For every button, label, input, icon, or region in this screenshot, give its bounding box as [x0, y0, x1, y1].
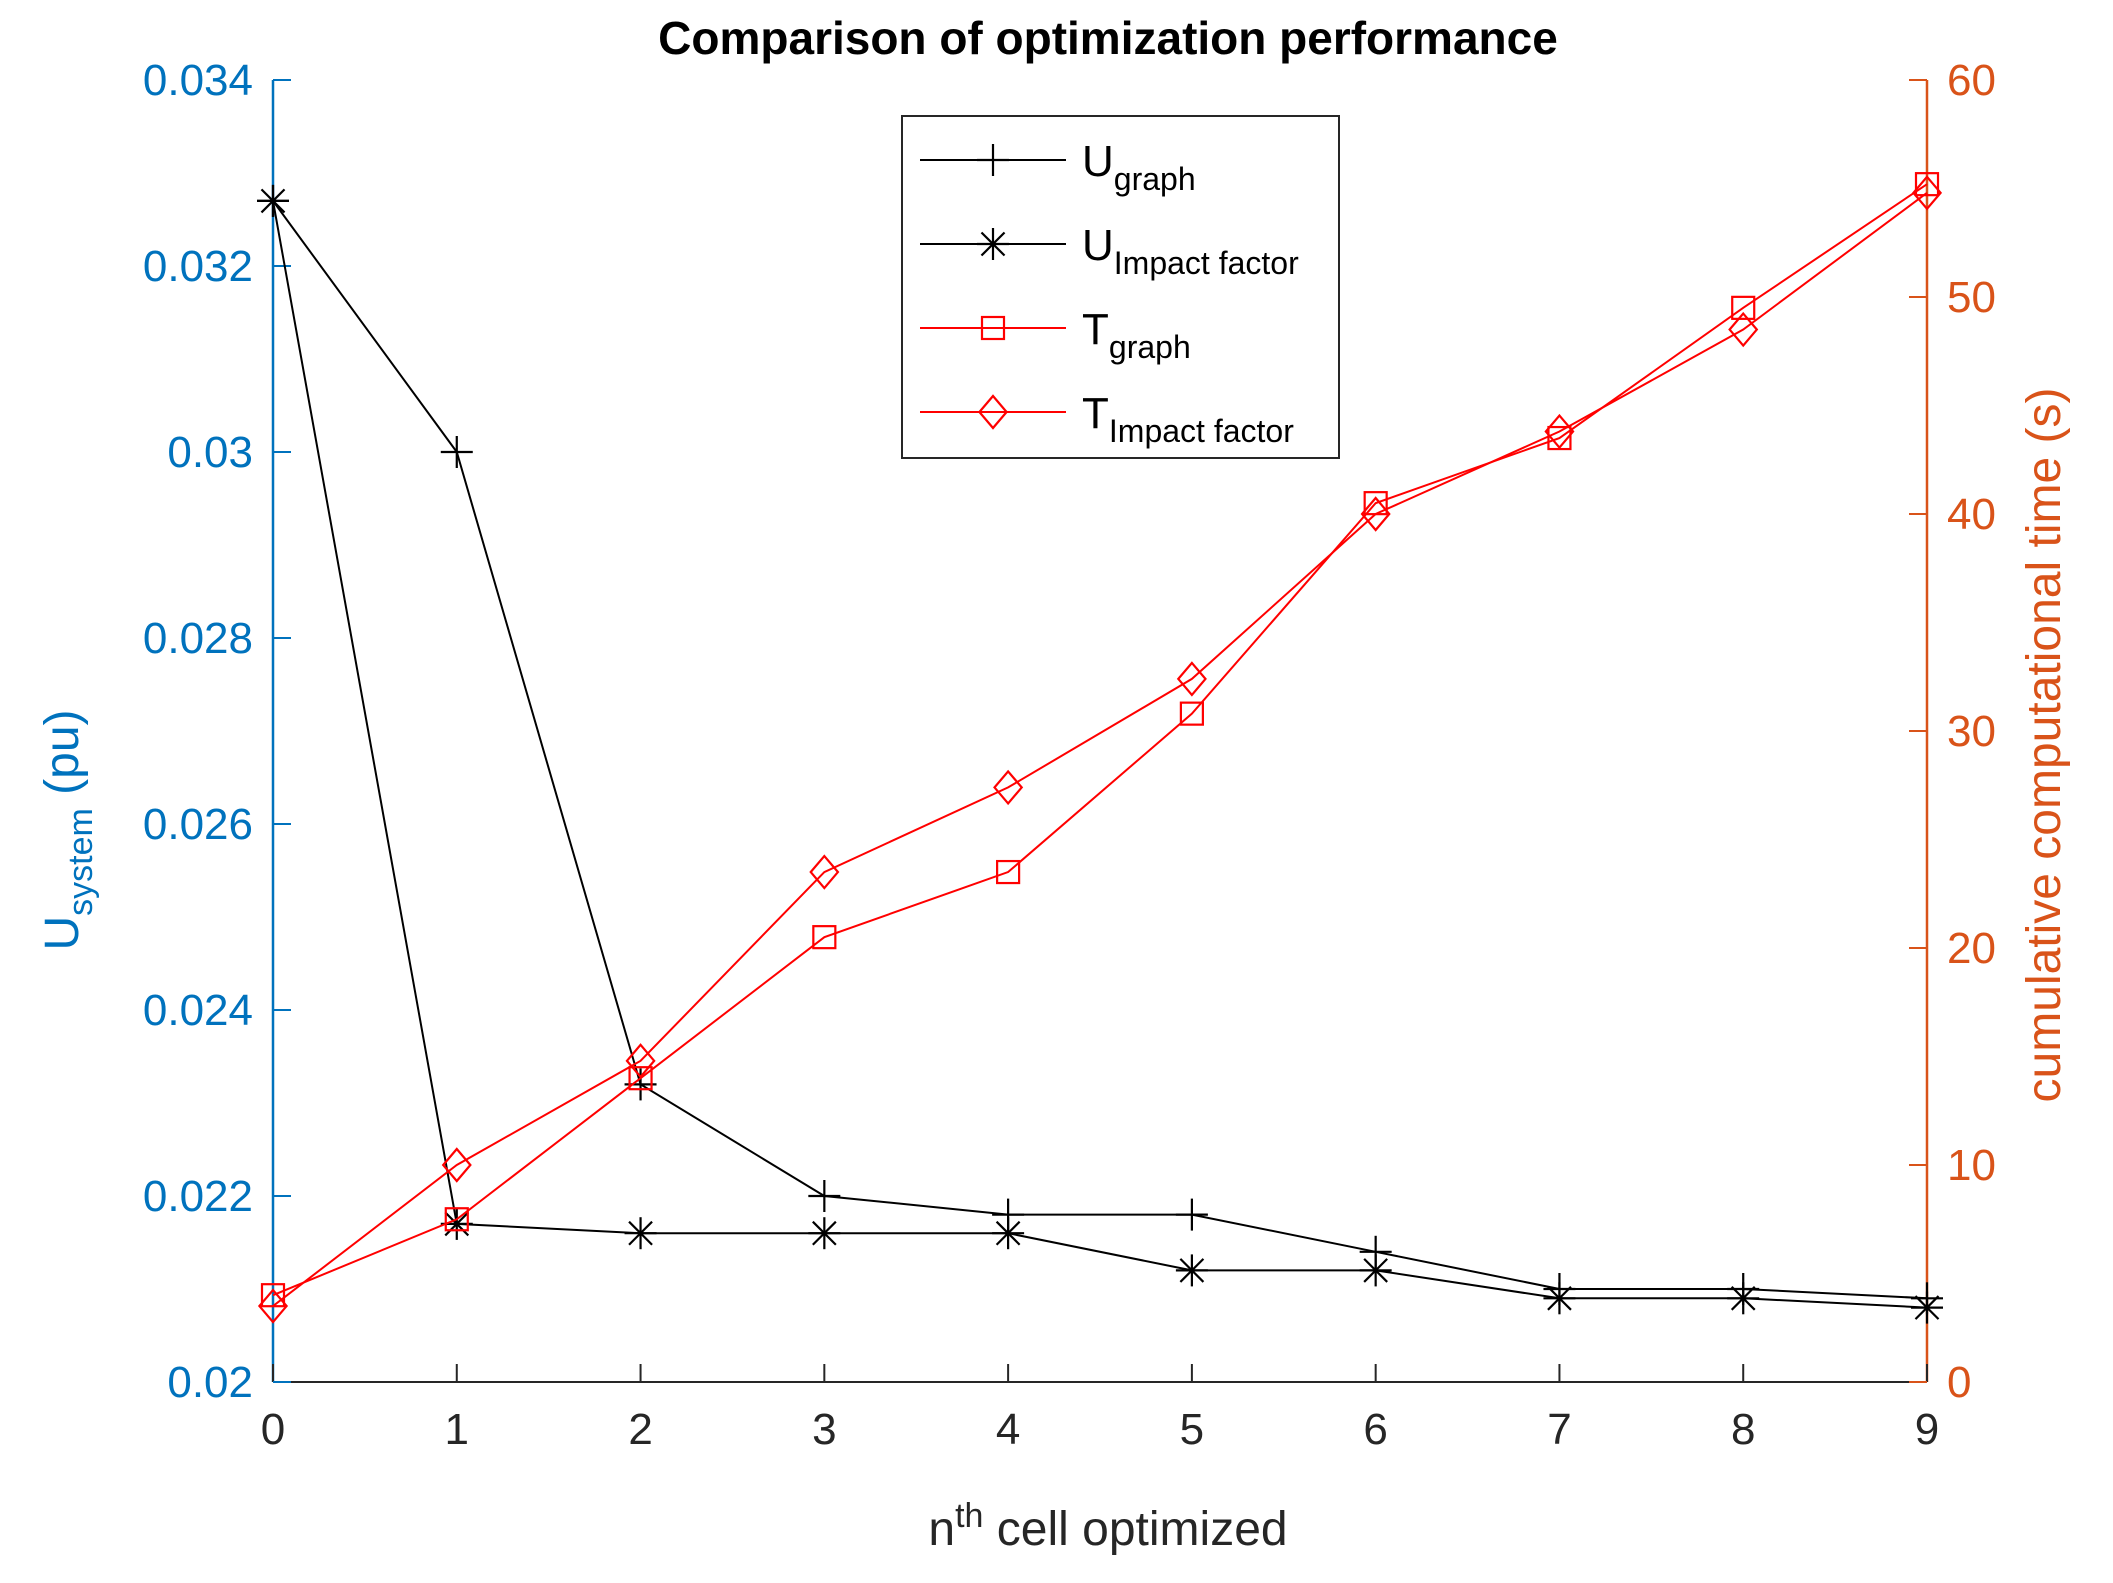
data-point	[1359, 1254, 1392, 1287]
data-point	[625, 1043, 656, 1079]
y-left-tick-label: 0.03	[167, 428, 253, 477]
x-tick-label: 5	[1180, 1405, 1204, 1454]
y-left-tick-label: 0.022	[143, 1172, 253, 1221]
y-right-tick-label: 60	[1947, 56, 1996, 105]
y-left-tick-label: 0.026	[143, 800, 253, 849]
data-point	[993, 769, 1024, 806]
legend-marker	[977, 394, 1009, 430]
legend-item: UImpact factor	[920, 221, 1299, 281]
data-point	[1179, 701, 1204, 726]
x-tick-label: 4	[996, 1405, 1020, 1454]
data-point	[1175, 1254, 1208, 1287]
legend-label-base: T	[1082, 305, 1109, 354]
data-point	[1914, 172, 1940, 197]
data-point	[1360, 496, 1391, 532]
series-u-impact-factor	[257, 184, 1943, 1324]
data-point	[260, 1283, 286, 1308]
legend-label: TImpact factor	[1082, 389, 1294, 449]
y-right-tick-label: 40	[1947, 490, 1996, 539]
legend-marker	[977, 144, 1009, 176]
data-point	[624, 1217, 657, 1250]
y-axis-left-label-rest: (pu)	[36, 709, 89, 808]
y-left-tick-label: 0.032	[143, 242, 253, 291]
y-axis-left-label-base: U	[36, 916, 89, 951]
data-point	[992, 1217, 1025, 1250]
series-line	[272, 183, 1928, 1297]
x-tick-label: 0	[261, 1405, 285, 1454]
x-tick-label: 2	[628, 1405, 652, 1454]
legend-label-base: U	[1082, 137, 1114, 186]
data-point	[812, 925, 837, 950]
y-left-tick-label: 0.024	[143, 986, 253, 1035]
legend-label-subscript: graph	[1114, 161, 1196, 197]
x-tick-label: 3	[812, 1405, 836, 1454]
legend-label: Ugraph	[1082, 137, 1196, 197]
data-point	[1175, 1198, 1208, 1231]
legend-label-base: U	[1082, 221, 1114, 270]
y-left-tick-label: 0.034	[143, 56, 253, 105]
data-point	[440, 436, 473, 468]
y-left-tick-label: 0.028	[143, 614, 253, 663]
tick-marks	[272, 79, 1928, 1383]
data-point	[444, 1207, 469, 1232]
y-right-tick-label: 20	[1947, 924, 1996, 973]
data-point	[1911, 175, 1943, 211]
chart-title: Comparison of optimization performance	[658, 12, 1558, 64]
legend-item: TImpact factor	[920, 389, 1294, 449]
data-point	[1911, 1291, 1943, 1324]
x-tick-label: 7	[1547, 1405, 1571, 1454]
legend-marker	[977, 228, 1009, 260]
x-tick-label: 9	[1915, 1405, 1939, 1454]
data-point	[808, 1217, 841, 1250]
series-layer	[257, 172, 1943, 1324]
x-axis-label-superscript: th	[955, 1497, 983, 1535]
series-line	[272, 200, 1928, 1309]
data-point	[809, 854, 840, 890]
legend-marker	[980, 315, 1006, 341]
legend-label-subscript: Impact factor	[1114, 245, 1299, 281]
series-line	[272, 192, 1928, 1307]
data-point	[628, 1066, 653, 1091]
x-axis-label-base: n	[928, 1503, 955, 1556]
data-point	[1176, 661, 1207, 697]
tick-labels: 0 1 2 3 4 5 6 7 8 9 0.02 0.022 0.024 0.026 0.028 0.03 0.…	[143, 56, 1996, 1454]
y-axis-left-label: Usystem (pu)	[36, 709, 100, 950]
x-axis-label-rest: cell optimized	[983, 1503, 1287, 1556]
x-axis-label: nth cell optimized	[928, 1497, 1287, 1556]
legend-item: Tgraph	[920, 305, 1191, 365]
data-point	[996, 859, 1021, 885]
data-point	[1727, 1282, 1760, 1315]
legend-label-subscript: graph	[1109, 329, 1191, 365]
series-t-impact-factor	[257, 175, 1943, 1324]
y-axis-left-label-subscript: system	[62, 808, 100, 916]
series-line	[272, 200, 1928, 1300]
y-right-tick-label: 10	[1947, 1141, 1996, 1190]
plot-area: 0 1 2 3 4 5 6 7 8 9 0.02 0.022 0.024 0.026 0.028 0.03 0.…	[143, 56, 1996, 1454]
x-tick-label: 1	[445, 1405, 469, 1454]
y-right-tick-label: 50	[1947, 273, 1996, 322]
data-point	[441, 1147, 472, 1183]
legend-box	[901, 115, 1340, 459]
data-point	[1728, 311, 1759, 348]
legend-label-base: T	[1082, 389, 1109, 438]
y-right-tick-label: 0	[1947, 1358, 1971, 1407]
data-point	[808, 1180, 841, 1212]
x-tick-label: 8	[1731, 1405, 1755, 1454]
y-left-tick-label: 0.02	[167, 1358, 253, 1407]
series-t-graph	[260, 172, 1940, 1308]
legend-label: UImpact factor	[1082, 221, 1299, 281]
legend-item: Ugraph	[920, 137, 1196, 197]
data-point	[1731, 295, 1756, 320]
y-right-tick-label: 30	[1947, 707, 1996, 756]
x-tick-label: 6	[1363, 1405, 1387, 1454]
legend-label: Tgraph	[1082, 305, 1191, 365]
data-point	[1543, 1282, 1576, 1315]
data-point	[1544, 413, 1575, 450]
data-point	[257, 184, 289, 217]
data-point	[257, 1288, 289, 1324]
legend-label-subscript: Impact factor	[1109, 413, 1294, 449]
y-axis-right-label: cumulative computational time (s)	[2018, 388, 2071, 1103]
